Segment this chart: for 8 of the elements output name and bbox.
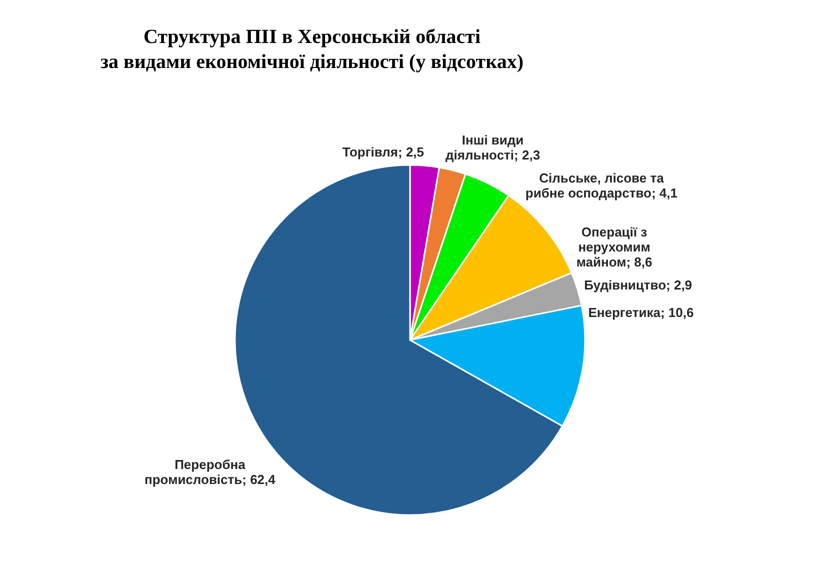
slice-label: Енергетика; 10,6 (588, 305, 694, 320)
slice-label: Сільське, лісове та рибне осподарство; 4,1 (525, 170, 678, 200)
chart-title: Структура ПІІ в Херсонській області за видами економічної діяльності (у відсотках) (100, 26, 524, 73)
slice-label: Операції з нерухомим майном; 8,6 (576, 224, 652, 270)
slice-label: Торгівля; 2,5 (342, 144, 424, 160)
slice-label: Переробна промисловість; 62,4 (144, 457, 276, 488)
slice-label: Інші види діяльності; 2,3 (446, 132, 540, 162)
slice-label: Будівництво; 2,9 (584, 278, 692, 293)
